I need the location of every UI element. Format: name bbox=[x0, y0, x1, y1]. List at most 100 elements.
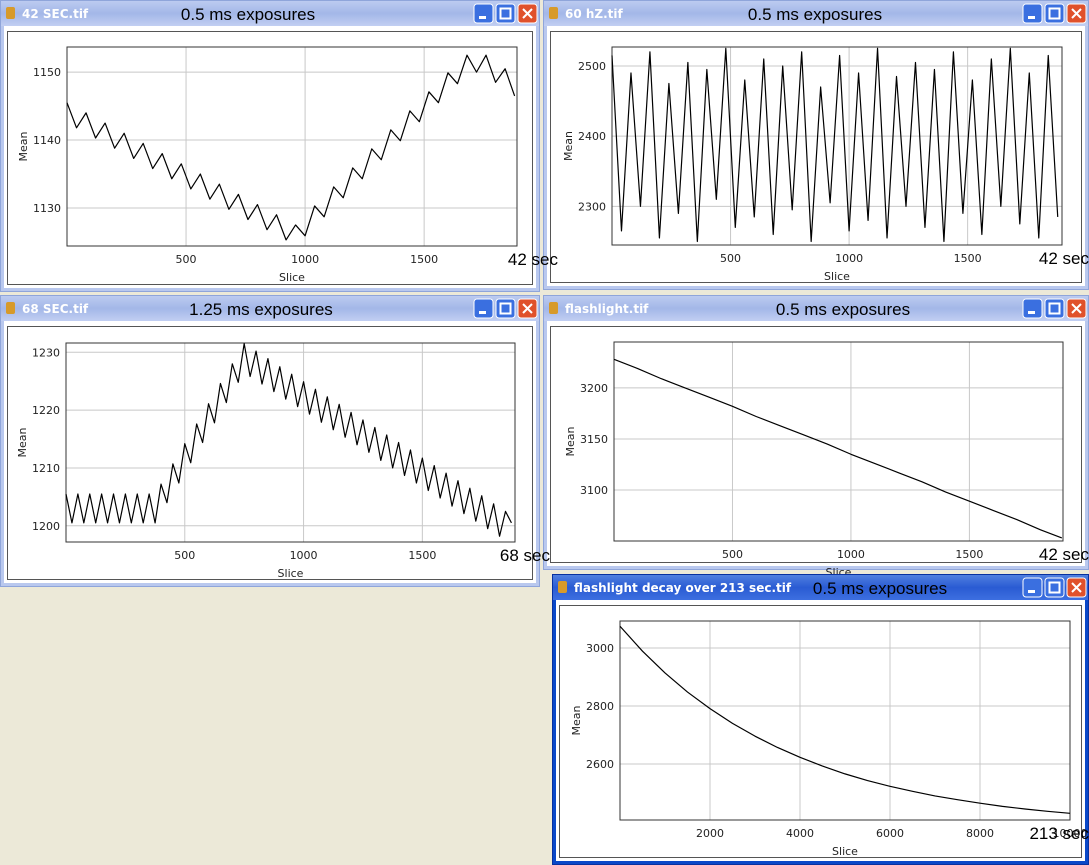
close-glyph bbox=[522, 8, 533, 19]
minimize-glyph bbox=[479, 16, 486, 19]
title-bar bbox=[1, 296, 539, 321]
y-axis-label: Mean bbox=[570, 705, 583, 735]
x-tick-label: 8000 bbox=[966, 827, 994, 840]
chart-heading: 0.5 ms exposures bbox=[748, 5, 882, 24]
maximize-glyph bbox=[1048, 581, 1061, 594]
y-tick-label: 3150 bbox=[580, 433, 608, 446]
x-tick-label: 500 bbox=[174, 549, 195, 562]
plot-border bbox=[613, 341, 1064, 542]
y-axis-label: Mean bbox=[16, 427, 29, 457]
x-axis-label: Slice bbox=[832, 845, 858, 858]
plot-panel bbox=[559, 605, 1082, 858]
chart-heading: 0.5 ms exposures bbox=[776, 300, 910, 319]
window-title: 68 SEC.tif bbox=[22, 302, 89, 316]
y-axis-label: Mean bbox=[17, 131, 30, 161]
maximize-button[interactable] bbox=[1044, 3, 1065, 24]
minimize-button[interactable] bbox=[1022, 298, 1043, 319]
maximize-glyph bbox=[1048, 302, 1061, 315]
x-tick-label: 1500 bbox=[410, 253, 438, 266]
minimize-glyph bbox=[479, 311, 486, 314]
close-glyph bbox=[1071, 582, 1082, 593]
minimize-glyph bbox=[1028, 590, 1035, 593]
plot-area bbox=[612, 47, 1062, 245]
y-axis-label: Mean bbox=[562, 131, 575, 161]
maximize-button[interactable] bbox=[1044, 298, 1065, 319]
window-icon bbox=[549, 302, 558, 314]
title-bar bbox=[544, 1, 1088, 26]
duration-annotation: 42 sec bbox=[1039, 545, 1089, 564]
maximize-glyph bbox=[1048, 7, 1061, 20]
y-tick-label: 1200 bbox=[32, 520, 60, 533]
plot-area bbox=[67, 47, 517, 246]
title-bar bbox=[544, 296, 1088, 321]
duration-annotation: 42 sec bbox=[508, 250, 559, 269]
title-bar bbox=[553, 575, 1088, 600]
window-icon bbox=[558, 581, 567, 593]
plot-panel bbox=[7, 326, 533, 580]
maximize-button[interactable] bbox=[1044, 577, 1065, 598]
y-tick-label: 3200 bbox=[580, 382, 608, 395]
y-tick-label: 2300 bbox=[578, 200, 606, 213]
y-tick-label: 1130 bbox=[33, 202, 61, 215]
y-tick-label: 1230 bbox=[32, 346, 60, 359]
duration-annotation: 68 sec bbox=[500, 546, 551, 565]
window-icon bbox=[6, 7, 15, 19]
data-line bbox=[619, 625, 1071, 814]
plot-border bbox=[611, 46, 1063, 246]
close-glyph bbox=[1071, 8, 1082, 19]
duration-annotation: 213 sec bbox=[1029, 824, 1089, 843]
y-tick-label: 1140 bbox=[33, 134, 61, 147]
y-tick-label: 2600 bbox=[586, 758, 614, 771]
close-glyph bbox=[522, 303, 533, 314]
data-line bbox=[65, 342, 512, 537]
x-tick-label: 2000 bbox=[696, 827, 724, 840]
close-glyph bbox=[1071, 303, 1082, 314]
plot-border bbox=[65, 342, 516, 543]
x-tick-label: 1500 bbox=[408, 549, 436, 562]
window-icon bbox=[6, 302, 15, 314]
y-tick-label: 1210 bbox=[32, 462, 60, 475]
y-tick-label: 1150 bbox=[33, 66, 61, 79]
window-icon bbox=[549, 7, 558, 19]
data-line bbox=[611, 47, 1059, 243]
x-axis-label: Slice bbox=[279, 271, 305, 284]
maximize-glyph bbox=[499, 302, 512, 315]
window-title: 42 SEC.tif bbox=[22, 7, 89, 21]
plot-panel bbox=[550, 326, 1082, 563]
y-axis-label: Mean bbox=[564, 426, 577, 456]
title-bar bbox=[1, 1, 539, 26]
minimize-button[interactable] bbox=[473, 3, 494, 24]
y-tick-label: 2400 bbox=[578, 130, 606, 143]
minimize-glyph bbox=[1028, 311, 1035, 314]
minimize-button[interactable] bbox=[473, 298, 494, 319]
data-line bbox=[613, 358, 1063, 539]
minimize-button[interactable] bbox=[1022, 3, 1043, 24]
minimize-glyph bbox=[1028, 16, 1035, 19]
x-tick-label: 1000 bbox=[837, 548, 865, 561]
chart-heading: 1.25 ms exposures bbox=[189, 300, 333, 319]
x-tick-label: 1500 bbox=[955, 548, 983, 561]
plot-panel bbox=[7, 31, 533, 285]
x-tick-label: 1000 bbox=[291, 253, 319, 266]
window-title: 60 hZ.tif bbox=[565, 7, 624, 21]
maximize-button[interactable] bbox=[495, 3, 516, 24]
x-tick-label: 1500 bbox=[954, 252, 982, 265]
maximize-button[interactable] bbox=[495, 298, 516, 319]
data-line bbox=[66, 54, 516, 241]
x-tick-label: 10000 bbox=[1053, 827, 1088, 840]
window-title: flashlight decay over 213 sec.tif bbox=[574, 581, 792, 595]
y-tick-label: 2800 bbox=[586, 700, 614, 713]
plot-panel bbox=[550, 31, 1082, 283]
plot-area bbox=[620, 621, 1070, 820]
x-tick-label: 4000 bbox=[786, 827, 814, 840]
plot-border bbox=[66, 46, 518, 247]
chart-heading: 0.5 ms exposures bbox=[813, 579, 947, 598]
y-tick-label: 3000 bbox=[586, 642, 614, 655]
x-tick-label: 6000 bbox=[876, 827, 904, 840]
maximize-glyph bbox=[499, 7, 512, 20]
minimize-button[interactable] bbox=[1022, 577, 1043, 598]
y-tick-label: 3100 bbox=[580, 484, 608, 497]
x-axis-label: Slice bbox=[278, 567, 304, 580]
